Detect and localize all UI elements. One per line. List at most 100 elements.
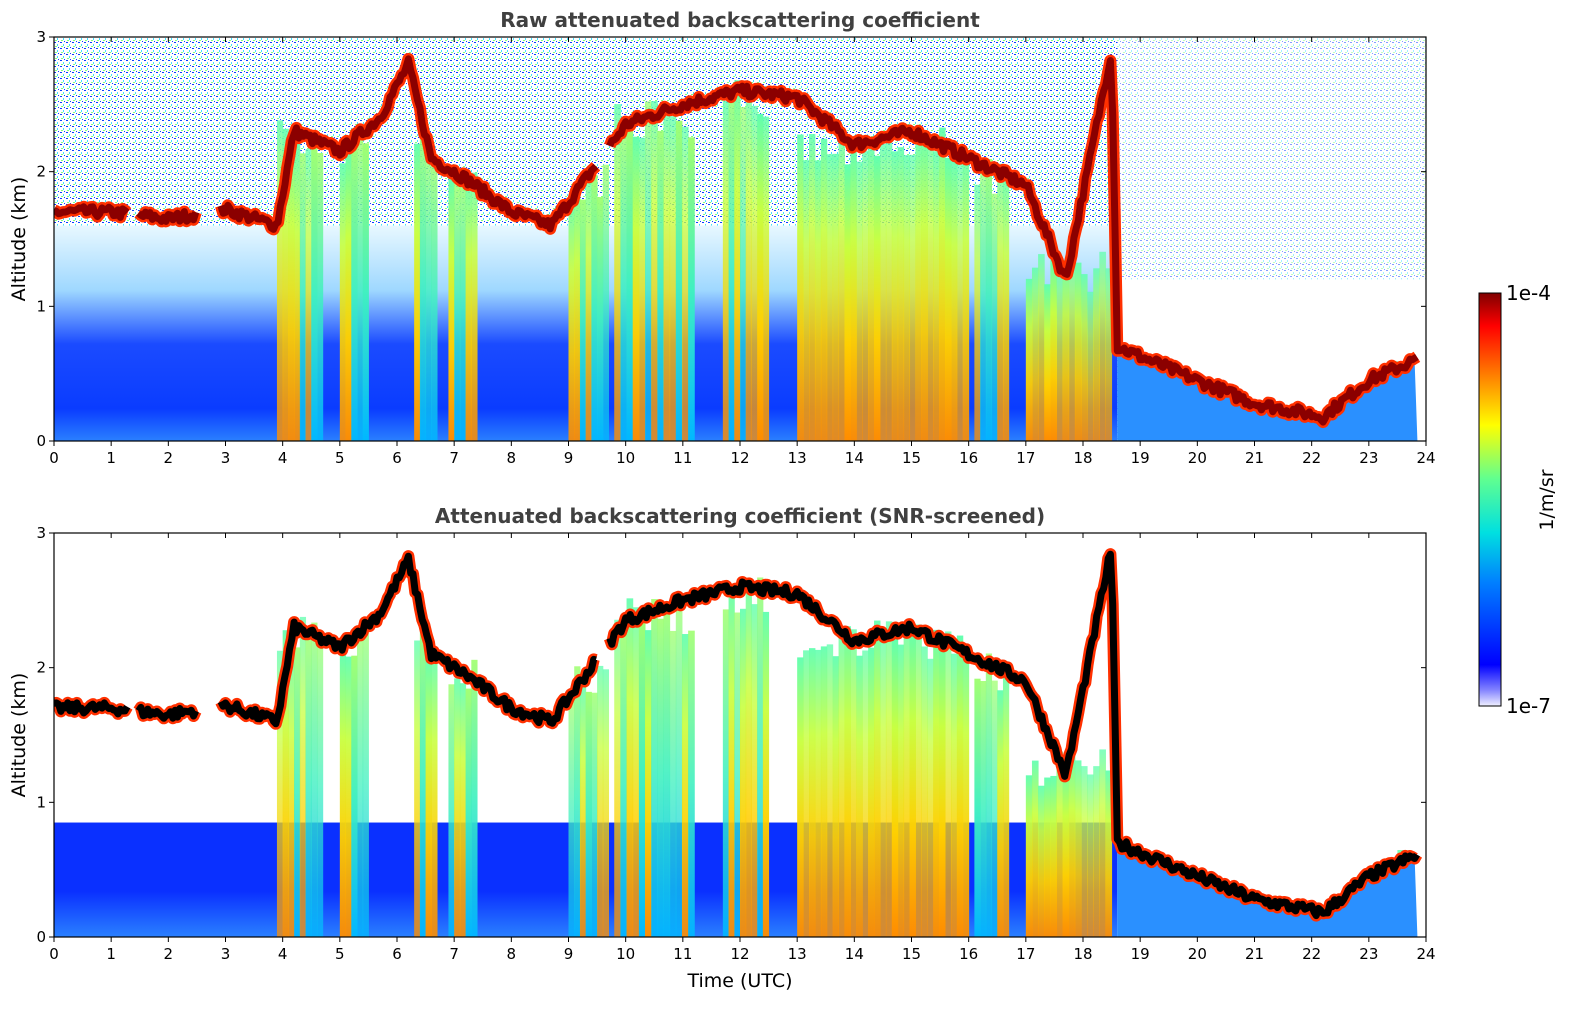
y-tick-label: 0 [36,928,46,946]
precip-column [663,606,671,937]
precip-column [927,136,934,441]
precip-column [1068,754,1076,937]
precip-column [579,199,587,441]
x-tick-label: 2 [164,945,174,963]
precip-column [927,658,934,937]
precip-column [1044,284,1051,441]
x-tick-label: 0 [49,945,59,963]
precip-column [419,123,427,441]
precip-column [832,153,840,441]
y-tick-label: 0 [36,432,46,450]
precip-column [414,143,421,441]
precip-column [657,130,664,441]
x-tick-label: 9 [564,945,574,963]
x-tick-label: 17 [1016,449,1035,467]
precip-column [1099,749,1106,937]
precip-column [808,134,816,441]
precip-column [1074,262,1082,441]
precip-column [602,164,610,441]
precip-column [751,604,758,937]
y-axis-label: Altitude (km) [8,673,30,798]
precip-column [305,637,312,937]
precip-column [663,110,671,441]
precip-column [675,120,683,441]
colorbar-gradient [1478,292,1502,707]
y-tick-label: 2 [36,659,46,677]
precip-column [962,155,970,441]
precip-column [814,649,822,937]
precip-column [316,152,324,441]
x-tick-label: 20 [1188,449,1207,467]
x-tick-label: 13 [788,449,807,467]
x-tick-label: 6 [392,945,402,963]
precip-column [579,684,587,937]
precip-column [288,133,295,441]
precip-column [1031,760,1039,937]
precip-column [345,149,352,441]
precip-column [803,650,810,937]
precip-column [868,144,875,441]
precip-column [351,655,358,937]
colorbar-min-label: 1e-7 [1506,694,1551,718]
precip-column [657,618,664,937]
precip-column [874,155,881,441]
x-tick-label: 16 [959,945,978,963]
precip-column [585,691,592,937]
x-tick-label: 18 [1073,945,1092,963]
precip-column [740,608,747,937]
y-tick-label: 3 [36,524,46,542]
precip-column [651,599,658,937]
precip-column [1087,774,1094,937]
precip-column [681,634,689,937]
precip-column [832,656,840,937]
precip-column [1093,268,1100,441]
precip-column [471,659,478,937]
x-tick-label: 11 [673,945,692,963]
precip-column [909,629,916,937]
precip-column [974,184,981,441]
x-tick-label: 1 [106,449,116,467]
precip-column [915,624,922,937]
y-tick-label: 2 [36,163,46,181]
x-tick-label: 13 [788,945,807,963]
precip-column [874,620,881,937]
precip-column [903,155,911,441]
precip-column [626,598,634,937]
precip-column [956,635,964,937]
precip-column [808,648,816,937]
precip-column [728,588,735,937]
precip-column [632,607,640,937]
precip-column [891,151,899,441]
precip-column [414,640,421,937]
precip-column [602,669,610,937]
precip-column [797,657,804,937]
precip-column [339,653,347,937]
precip-column [276,650,284,937]
precip-column [1105,268,1113,441]
precip-column [838,628,845,937]
precip-column [356,637,364,937]
precip-column [591,692,598,937]
precip-column [850,629,857,937]
precip-column [597,665,604,937]
precip-column [1068,258,1076,441]
heatmap-area [54,533,1426,937]
precip-column [282,630,289,937]
precip-column [740,106,747,441]
precip-column [597,197,604,441]
precip-column [1087,291,1094,441]
x-tick-label: 2 [164,449,174,467]
precip-column [1025,775,1033,937]
precip-column [939,637,946,937]
precip-column [626,124,634,441]
x-axis-label: Time (UTC) [686,970,792,992]
x-axis-ticks: 0 1 2 3 4 5 6 7 8 9 10 11 12 13 14 15 16 17 18 19 20 21 22 23 24 [49,37,1436,467]
precip-column [879,144,887,441]
precip-column [897,644,905,937]
x-tick-label: 22 [1302,449,1321,467]
precip-column [448,177,455,441]
precip-column [425,656,432,937]
precip-column [294,647,301,937]
precip-column [856,655,863,937]
